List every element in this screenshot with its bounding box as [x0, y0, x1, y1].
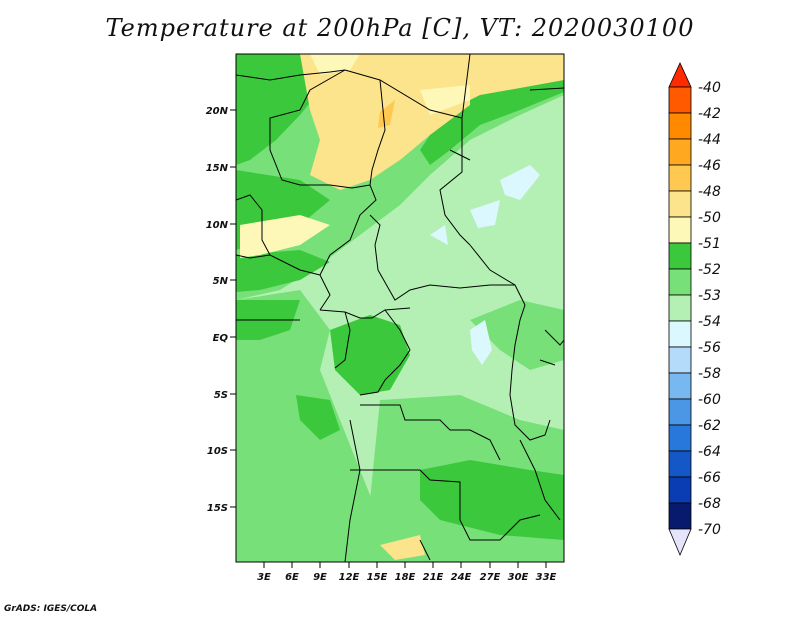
- colorbar-segment: [668, 346, 692, 374]
- colorbar-segment: [668, 398, 692, 426]
- colorbar-label: -60: [698, 392, 721, 408]
- map-title: Temperature at 200hPa [C], VT: 202003010…: [105, 14, 695, 42]
- colorbar-label: -53: [698, 288, 721, 304]
- lon-label: 33E: [536, 572, 557, 583]
- colorbar-segment: [668, 164, 692, 192]
- colorbar-label: -56: [698, 340, 721, 356]
- lon-label: 18E: [395, 572, 416, 583]
- colorbar-label: -52: [698, 262, 721, 278]
- lon-label: 30E: [508, 572, 529, 583]
- colorbar-label: -44: [698, 132, 721, 148]
- lon-label: 15E: [367, 572, 388, 583]
- colorbar-segment: [668, 86, 692, 114]
- colorbar-bottom-triangle: [668, 528, 692, 557]
- lon-label: 3E: [257, 572, 271, 583]
- colorbar-segment: [668, 138, 692, 166]
- latitude-axis: 20N 15N 10N 5N EQ 5S 10S 15S: [206, 106, 236, 514]
- lon-label: 21E: [423, 572, 444, 583]
- map-frame: [235, 53, 565, 563]
- colorbar-segment: [668, 476, 692, 504]
- colorbar-label: -66: [698, 470, 721, 486]
- colorbar-segment: [668, 268, 692, 296]
- colorbar-label: -48: [698, 184, 721, 200]
- colorbar-segment: [668, 294, 692, 322]
- colorbar-label: -42: [698, 106, 721, 122]
- lon-label: 12E: [339, 572, 360, 583]
- colorbar-label: -64: [698, 444, 721, 460]
- lat-label: 5N: [213, 276, 229, 287]
- lat-label: 5S: [214, 390, 228, 401]
- colorbar-segment: [668, 424, 692, 452]
- lat-label: 10S: [207, 446, 228, 457]
- longitude-axis: 3E 6E 9E 12E 15E 18E 21E 24E 27E 30E 33E: [257, 562, 557, 583]
- temperature-field: [236, 54, 564, 562]
- country-borders: [236, 54, 564, 562]
- lat-label: 15N: [206, 163, 229, 174]
- colorbar-segment: [668, 450, 692, 478]
- lon-label: 6E: [285, 572, 299, 583]
- colorbar-segment: [668, 216, 692, 244]
- colorbar-segment: [668, 112, 692, 140]
- colorbar-segment: [668, 242, 692, 270]
- lon-label: 9E: [313, 572, 327, 583]
- colorbar-label: -40: [698, 80, 721, 96]
- colorbar-label: -54: [698, 314, 721, 330]
- lon-label: 24E: [451, 572, 472, 583]
- colorbar-segment: [668, 190, 692, 218]
- colorbar-top-triangle: [668, 62, 692, 88]
- lat-label: 10N: [206, 220, 229, 231]
- colorbar-label: -46: [698, 158, 721, 174]
- lat-label: 20N: [206, 106, 229, 117]
- credit-text: GrADS: IGES/COLA: [4, 604, 98, 614]
- colorbar-label: -58: [698, 366, 721, 382]
- colorbar-segment: [668, 372, 692, 400]
- colorbar-label: -68: [698, 496, 721, 512]
- colorbar-segment: [668, 502, 692, 530]
- lat-label: 15S: [207, 503, 228, 514]
- lat-label: EQ: [213, 333, 229, 344]
- lon-label: 27E: [480, 572, 501, 583]
- colorbar-segment: [668, 320, 692, 348]
- colorbar-label: -51: [698, 236, 721, 252]
- colorbar-label: -70: [698, 522, 721, 538]
- colorbar-label: -50: [698, 210, 721, 226]
- colorbar-label: -62: [698, 418, 721, 434]
